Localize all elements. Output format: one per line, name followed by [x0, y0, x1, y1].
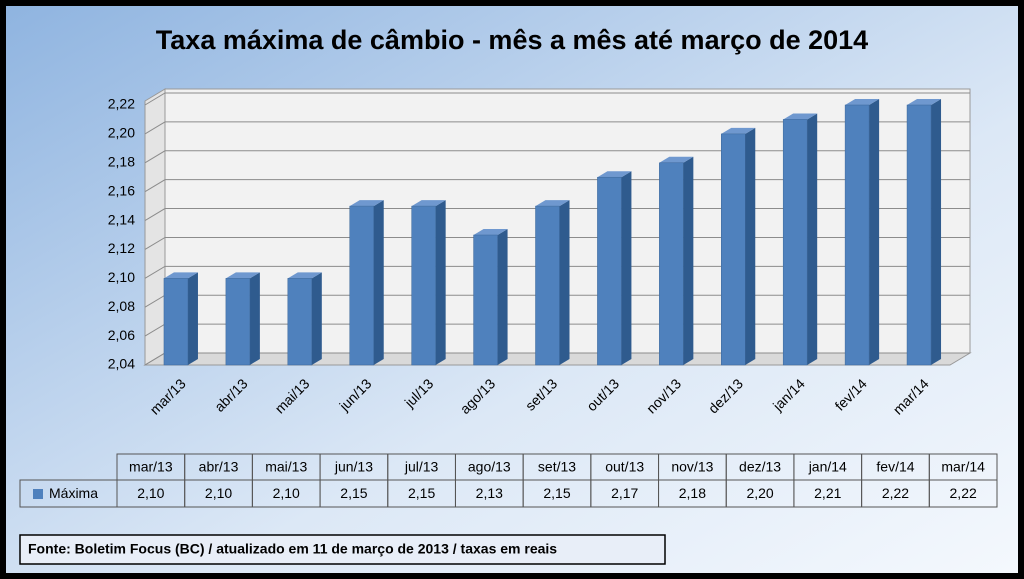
table-value: 2,10	[205, 485, 232, 501]
bar-top	[783, 113, 818, 120]
source: Fonte: Boletim Focus (BC) / atualizado e…	[28, 541, 557, 557]
bar	[906, 104, 932, 366]
y-tick-label: 2,14	[108, 211, 135, 227]
bar-side	[931, 99, 942, 365]
y-tick-label: 2,22	[108, 96, 135, 112]
table-value: 2,21	[814, 485, 841, 501]
table-header: jul/13	[404, 459, 439, 475]
table-header: fev/14	[876, 459, 914, 475]
source-box	[19, 534, 666, 565]
grid-line	[144, 121, 970, 135]
y-tick-label: 2,06	[108, 327, 135, 343]
table-header: nov/13	[671, 459, 713, 475]
bar-side	[745, 127, 756, 365]
bar	[782, 119, 808, 366]
bar	[163, 278, 189, 366]
legend-label: Máxima	[49, 485, 98, 501]
table-value: 2,10	[137, 485, 164, 501]
bar-top	[845, 99, 880, 105]
bar	[844, 104, 870, 366]
table-value: 2,13	[476, 485, 503, 501]
table-value: 2,15	[408, 485, 435, 501]
bar-top	[721, 127, 756, 134]
bar-side	[807, 113, 818, 365]
table-value: 2,22	[882, 485, 909, 501]
side-wall	[144, 88, 166, 366]
table-header: jun/13	[334, 459, 373, 475]
table-value: 2,15	[543, 485, 570, 501]
bar-side	[559, 200, 570, 365]
y-tick-label: 2,16	[108, 182, 135, 198]
grid-line	[144, 265, 970, 279]
bar-side	[249, 272, 260, 365]
grid-line	[144, 150, 970, 164]
bar	[411, 205, 436, 366]
legend-key	[33, 489, 43, 499]
bar-side	[435, 200, 446, 365]
bar-side	[497, 229, 508, 365]
y-tick-label: 2,20	[108, 125, 135, 141]
table-value: 2,22	[950, 485, 977, 501]
table-header: set/13	[538, 459, 576, 475]
bar-top	[535, 200, 570, 207]
y-tick-label: 2,08	[108, 298, 135, 314]
bar	[535, 205, 560, 366]
bar	[659, 162, 684, 366]
y-tick-label: 2,04	[108, 356, 135, 372]
bar-side	[869, 99, 880, 365]
bar	[597, 176, 622, 366]
bar	[349, 205, 374, 366]
bar-top	[597, 171, 632, 178]
table-header: dez/13	[739, 459, 781, 475]
bar-side	[683, 156, 694, 365]
table-value: 2,10	[273, 485, 300, 501]
bar	[721, 133, 746, 366]
bar-top	[411, 200, 446, 207]
y-tick-label: 2,12	[108, 240, 135, 256]
chart-title: Taxa máxima de câmbio - mês a mês até ma…	[156, 25, 868, 55]
bar	[287, 278, 313, 366]
bar	[473, 234, 498, 366]
bar-top	[225, 272, 260, 279]
table-header: out/13	[605, 459, 644, 475]
bar-top	[473, 229, 508, 235]
table-header: mar/13	[129, 459, 173, 475]
y-tick-label: 2,18	[108, 153, 135, 169]
table-value: 2,17	[611, 485, 638, 501]
bar-top	[659, 156, 694, 163]
bar	[225, 278, 251, 366]
bar-top	[163, 272, 198, 279]
grid-line	[144, 236, 970, 250]
table-header: mar/14	[941, 459, 985, 475]
table-header: mai/13	[265, 459, 307, 475]
bar-top	[287, 272, 322, 279]
y-tick-label: 2,10	[108, 269, 135, 285]
bar-side	[187, 272, 198, 365]
table-header: abr/13	[199, 459, 239, 475]
table-value: 2,20	[746, 485, 773, 501]
bar-side	[311, 272, 322, 365]
bar-side	[621, 171, 632, 365]
grid-line	[144, 92, 970, 106]
bar-top	[907, 99, 942, 105]
grid-line	[144, 179, 970, 193]
bar-top	[349, 200, 384, 207]
table-value: 2,18	[679, 485, 706, 501]
bar-side	[373, 200, 384, 365]
grid-line	[144, 208, 970, 221]
table-value: 2,15	[340, 485, 367, 501]
table-cell	[928, 479, 998, 508]
table-header: ago/13	[468, 459, 511, 475]
table-header: jan/14	[808, 459, 847, 475]
